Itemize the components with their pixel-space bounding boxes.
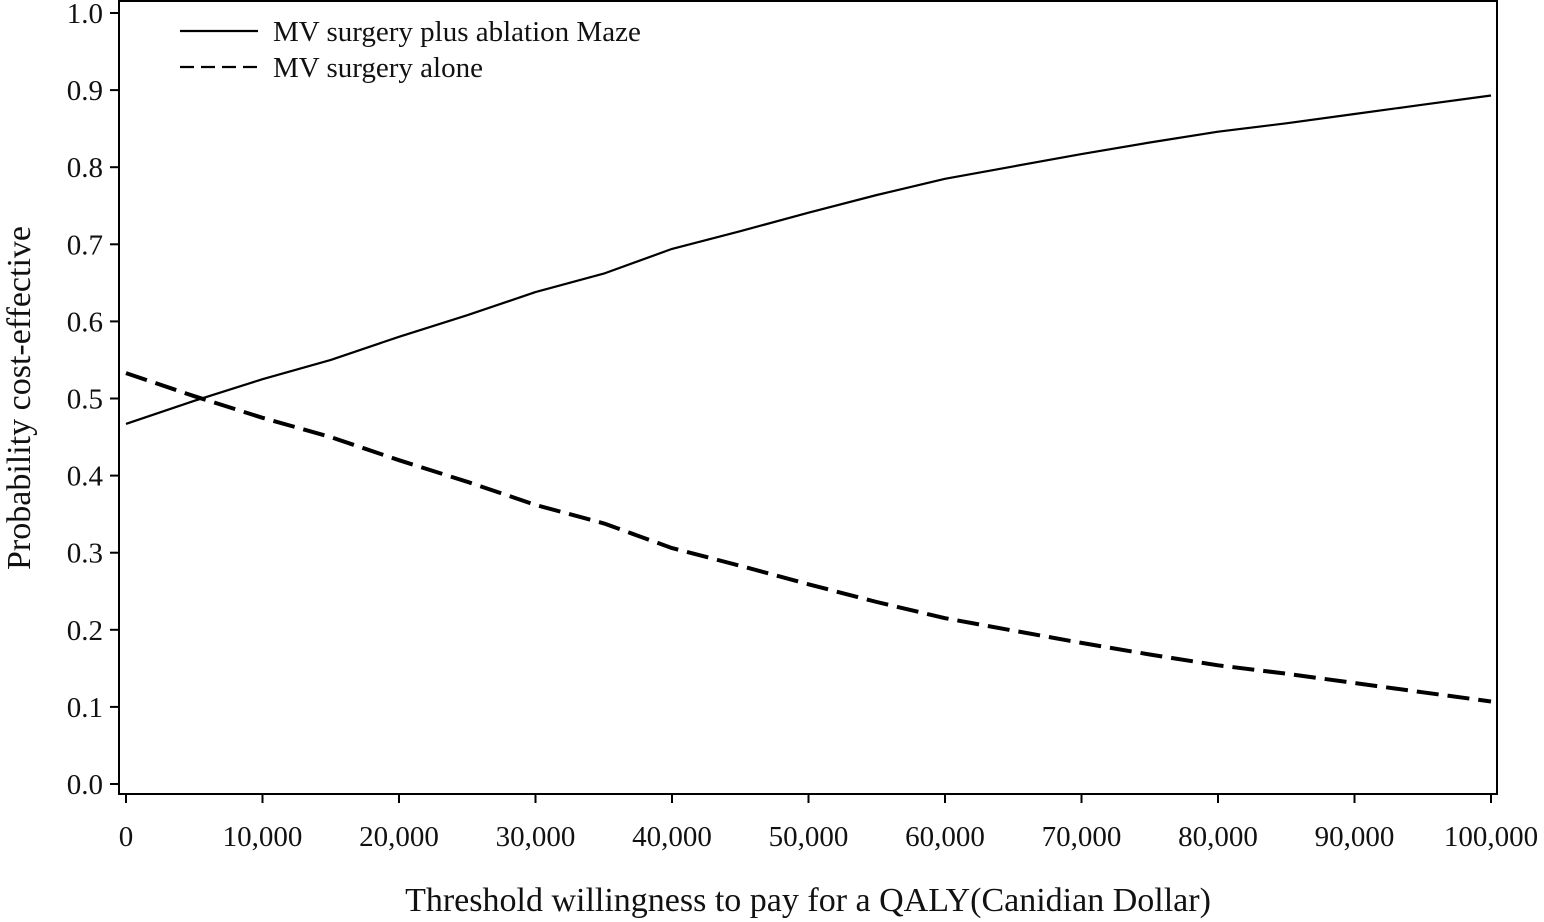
x-tick-label: 20,000: [359, 821, 439, 853]
x-tick-label: 60,000: [905, 821, 985, 853]
x-tick-label: 50,000: [769, 821, 849, 853]
x-tick-label: 30,000: [496, 821, 576, 853]
x-tick-label: 10,000: [223, 821, 303, 853]
plot-frame: [118, 0, 1498, 795]
y-tick-label: 0.8: [67, 152, 103, 184]
y-tick-label: 0.4: [67, 461, 104, 493]
x-tick-label: 70,000: [1042, 821, 1122, 853]
y-tick-label: 0.5: [67, 384, 103, 416]
x-axis: 0 10,000 20,000 30,000 40,000 50,000 60,000 70,…: [119, 794, 1538, 853]
y-tick-label: 0.9: [67, 75, 103, 107]
y-tick-label: 0.0: [67, 769, 103, 801]
y-tick-label: 0.1: [67, 692, 103, 724]
y-tick-label: 0.6: [67, 306, 103, 338]
x-tick-label: 80,000: [1178, 821, 1258, 853]
y-tick-label: 0.2: [67, 615, 103, 647]
y-axis-title: Probability cost-effective: [1, 226, 38, 570]
x-axis-title: Threshold willingness to pay for a QALY(…: [405, 882, 1211, 919]
x-tick-label: 0: [119, 821, 134, 853]
y-axis: 0.0 0.1 0.2 0.3 0.4 0.5 0.6 0.7 0.8 0.9 1.0: [67, 0, 119, 801]
legend: MV surgery plus ablation Maze MV surgery…: [180, 16, 641, 84]
legend-label-alone: MV surgery alone: [273, 52, 483, 84]
series-layer: [125, 94, 1492, 704]
legend-label-maze: MV surgery plus ablation Maze: [273, 16, 641, 48]
series-line-maze: [125, 94, 1492, 425]
x-tick-label: 90,000: [1315, 821, 1395, 853]
series-line-alone: [125, 371, 1492, 704]
y-tick-label: 0.7: [67, 229, 103, 261]
y-tick-label: 0.3: [67, 538, 103, 570]
x-tick-label: 40,000: [632, 821, 712, 853]
x-tick-label: 100,000: [1444, 821, 1538, 853]
y-tick-label: 1.0: [67, 0, 103, 30]
